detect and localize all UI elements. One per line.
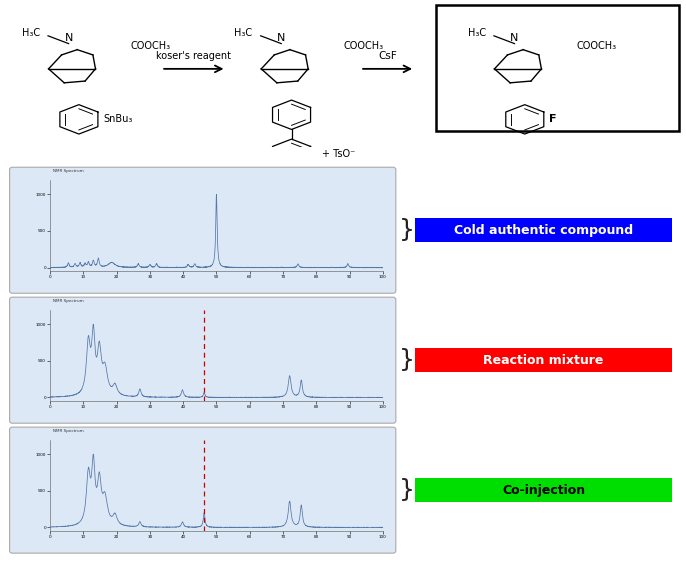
FancyBboxPatch shape — [436, 5, 679, 131]
Text: Reaction mixture: Reaction mixture — [484, 354, 604, 367]
Text: + TsO⁻: + TsO⁻ — [322, 149, 355, 159]
FancyBboxPatch shape — [10, 167, 396, 293]
Text: koser's reagent: koser's reagent — [156, 51, 231, 61]
FancyBboxPatch shape — [10, 427, 396, 553]
Text: N: N — [64, 33, 73, 43]
Text: Co-injection: Co-injection — [502, 484, 585, 497]
Text: SnBu₃: SnBu₃ — [103, 114, 132, 124]
Text: Cold authentic compound: Cold authentic compound — [454, 224, 633, 237]
Text: N: N — [277, 33, 285, 43]
Text: COOCH₃: COOCH₃ — [343, 41, 383, 51]
Text: N: N — [510, 33, 519, 43]
Text: H₃C: H₃C — [468, 28, 486, 38]
Text: COOCH₃: COOCH₃ — [576, 41, 616, 51]
Text: }: } — [399, 348, 414, 372]
Text: }: } — [399, 218, 414, 242]
Text: NMR Spectrum: NMR Spectrum — [54, 299, 84, 303]
FancyBboxPatch shape — [415, 478, 672, 502]
Text: NMR Spectrum: NMR Spectrum — [54, 429, 84, 433]
Text: COOCH₃: COOCH₃ — [130, 41, 170, 51]
FancyBboxPatch shape — [415, 219, 672, 242]
Text: H₃C: H₃C — [235, 28, 252, 38]
Text: NMR Spectrum: NMR Spectrum — [54, 169, 84, 173]
Text: CsF: CsF — [378, 51, 397, 61]
Text: }: } — [399, 478, 414, 502]
Text: H₃C: H₃C — [22, 28, 40, 38]
FancyBboxPatch shape — [10, 297, 396, 423]
FancyBboxPatch shape — [415, 348, 672, 372]
Text: F: F — [549, 114, 556, 124]
